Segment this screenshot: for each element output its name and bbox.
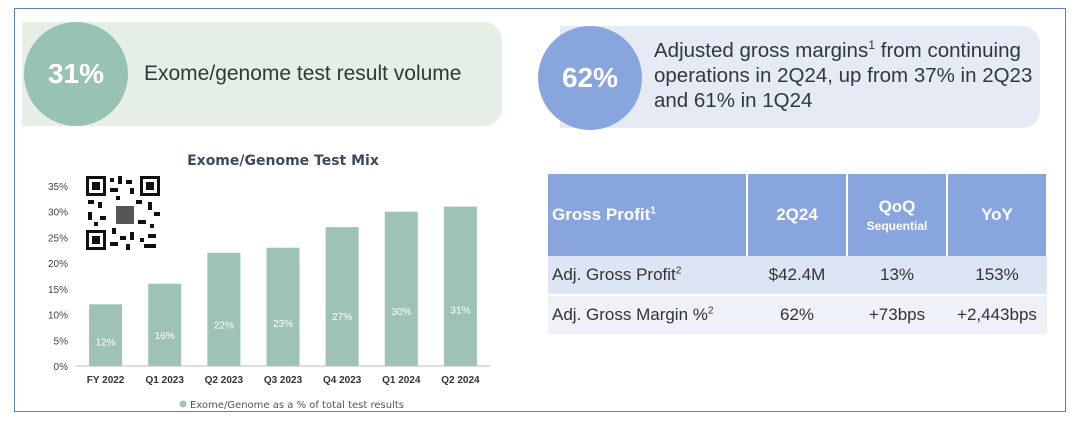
header-yoy: YoY [947,174,1048,256]
row-label: Adj. Gross Profit2 [548,256,747,295]
data-label: 23% [273,319,293,330]
bar [89,304,123,366]
data-label: 12% [96,338,116,349]
y-tick-label: 20% [48,259,68,270]
header-qoq: QoQ Sequential [847,174,948,256]
bar [207,252,241,366]
y-tick-label: 5% [54,336,69,347]
test-mix-chart: Exome/Genome Test Mix 0% 5% 10% 15% 20% 25% 30%… [48,153,490,411]
y-tick-label: 10% [48,311,68,322]
legend-marker [179,400,187,408]
header-qoq-sub: Sequential [866,219,928,233]
slide-frame [14,8,1066,412]
row-label-text: Adj. Gross Profit [552,265,676,284]
x-tick-label: Q1 2023 [146,375,185,386]
margin-text-part1: Adjusted gross margins [654,39,869,62]
margin-stat-value: 62% [538,26,642,130]
x-tick-label: Q1 2024 [382,375,421,386]
legend-label: Exome/Genome as a % of total test result… [190,400,404,411]
qr-code[interactable] [86,176,160,250]
table-row: Adj. Gross Profit2 $42.4M 13% 153% [548,256,1047,295]
footnote-marker: 2 [707,305,714,317]
row-label: Adj. Gross Margin %2 [548,294,747,334]
data-label: 22% [214,321,234,332]
bar [148,283,182,366]
bar [443,206,477,366]
gross-profit-table: Gross Profit1 2Q24 QoQ Sequential YoY Adj… [548,174,1048,334]
footnote-marker: 1 [650,205,656,217]
table-header-row: Gross Profit1 2Q24 QoQ Sequential YoY [548,174,1048,256]
header-gross-profit: Gross Profit1 [548,174,748,256]
bar [325,227,359,366]
y-tick-label: 25% [48,233,68,244]
bar [384,211,418,366]
chart-title: Exome/Genome Test Mix [187,153,379,169]
cell-yoy: +2,443bps [947,294,1047,334]
cell-qoq: +73bps [847,294,947,334]
x-tick-label: Q3 2023 [264,375,303,386]
qr-code-pattern [86,176,160,250]
row-label-text: Adj. Gross Margin % [552,305,708,324]
header-gross-profit-label: Gross Profit [552,205,651,224]
footnote-marker: 1 [868,38,876,53]
cell-qoq: 13% [847,256,947,295]
data-label: 27% [332,312,352,323]
cell-2q24: 62% [747,294,847,334]
header-qoq-label: QoQ [878,197,916,216]
data-label: 16% [155,331,175,342]
table-row: Adj. Gross Margin %2 62% +73bps +2,443bp… [548,294,1047,334]
y-tick-label: 30% [48,208,68,219]
volume-stat-text: Exome/genome test result volume [144,62,462,85]
data-label: 30% [391,307,411,318]
cell-yoy: 153% [947,256,1047,295]
qr-logo [114,204,136,226]
cell-2q24: $42.4M [747,256,847,295]
y-tick-label: 15% [48,285,68,296]
volume-stat-value: 31% [24,22,128,126]
x-tick-label: Q4 2023 [323,375,362,386]
x-tick-label: Q2 2023 [205,375,244,386]
x-tick-label: Q2 2024 [441,375,480,386]
data-label: 31% [450,305,470,316]
bar [266,247,300,366]
y-tick-label: 0% [54,362,69,373]
x-tick-label: FY 2022 [87,375,125,386]
margin-text-part2: from continuing operations in 2Q24, up f… [654,39,1033,112]
margin-stat-text: Adjusted gross margins1 from continuing … [654,38,1034,113]
y-tick-label: 35% [48,182,68,193]
header-2q24: 2Q24 [747,174,848,256]
footnote-marker: 2 [675,265,682,277]
